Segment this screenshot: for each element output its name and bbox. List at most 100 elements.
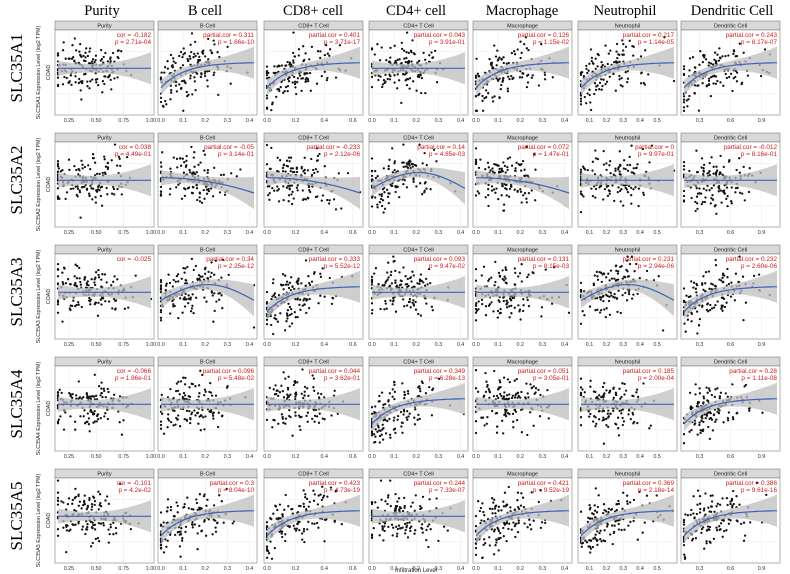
data-point xyxy=(303,72,306,75)
data-point xyxy=(73,37,76,40)
data-point xyxy=(392,419,395,422)
data-point xyxy=(174,80,178,84)
panel-strip-label: Dendritic Cell xyxy=(714,136,747,142)
data-point xyxy=(698,392,702,395)
data-point xyxy=(518,272,522,275)
data-point xyxy=(374,169,377,173)
data-point xyxy=(626,80,629,84)
data-point xyxy=(403,57,406,60)
data-point xyxy=(520,390,523,394)
data-point xyxy=(99,416,102,420)
data-point xyxy=(99,194,103,198)
data-point xyxy=(474,267,478,271)
data-point xyxy=(701,283,704,286)
data-point xyxy=(299,428,302,432)
data-point xyxy=(203,393,206,397)
data-point xyxy=(77,380,80,383)
x-tick-label: 0.0 xyxy=(157,454,165,460)
data-point xyxy=(294,411,297,414)
data-point xyxy=(403,179,406,182)
data-point xyxy=(498,56,501,59)
data-point xyxy=(94,196,97,199)
data-point xyxy=(474,74,478,77)
panel-strip-label: Dendritic Cell xyxy=(714,360,747,366)
data-point xyxy=(119,482,122,485)
data-point xyxy=(56,534,60,537)
data-point xyxy=(93,503,96,507)
data-point xyxy=(527,396,530,399)
data-point xyxy=(702,167,705,170)
data-point xyxy=(419,314,423,317)
data-point xyxy=(271,186,274,190)
data-point xyxy=(286,393,289,396)
data-point xyxy=(188,409,191,413)
data-point xyxy=(306,298,309,301)
data-point xyxy=(159,96,163,100)
data-point xyxy=(393,168,396,172)
data-point xyxy=(91,198,94,201)
data-point xyxy=(221,307,224,310)
data-point xyxy=(71,44,74,47)
data-point xyxy=(275,318,278,321)
data-point xyxy=(516,396,519,399)
data-point xyxy=(600,280,603,284)
data-point xyxy=(711,198,715,201)
data-point xyxy=(184,267,187,270)
data-point xyxy=(379,75,382,78)
data-point xyxy=(402,266,405,269)
data-point xyxy=(702,428,705,431)
data-point xyxy=(98,493,102,496)
data-point xyxy=(711,63,715,66)
data-point xyxy=(393,397,396,401)
data-point xyxy=(60,500,63,503)
data-point xyxy=(81,528,84,531)
data-point xyxy=(604,44,607,47)
data-point xyxy=(62,283,65,286)
data-point xyxy=(273,393,277,396)
data-point xyxy=(206,85,209,88)
data-point xyxy=(103,82,106,86)
data-point xyxy=(177,316,180,320)
correlation-value: 0.333 xyxy=(344,256,360,263)
panel-strip-label: Macrophage xyxy=(507,360,538,366)
data-point xyxy=(608,390,612,393)
data-point xyxy=(205,300,208,303)
data-point xyxy=(93,395,96,398)
data-point xyxy=(57,418,61,421)
data-point xyxy=(484,196,487,199)
data-point xyxy=(313,389,316,392)
x-tick-label: 0.1 xyxy=(179,118,187,124)
stat-name: partial.cor xyxy=(414,256,443,263)
data-point xyxy=(388,433,392,436)
data-point xyxy=(380,46,383,49)
data-point xyxy=(186,57,189,61)
fit-line xyxy=(371,171,466,189)
data-point xyxy=(113,275,116,278)
data-point xyxy=(726,267,729,271)
data-point xyxy=(505,183,508,187)
data-point xyxy=(403,390,406,394)
data-point xyxy=(278,89,281,93)
data-point xyxy=(700,202,703,206)
data-point xyxy=(211,294,214,297)
data-point xyxy=(724,72,727,76)
data-point xyxy=(490,276,493,279)
data-point xyxy=(294,395,297,398)
data-point xyxy=(502,61,505,65)
data-point xyxy=(90,502,94,506)
data-point xyxy=(100,303,103,306)
confidence-band xyxy=(581,46,674,96)
stat-name: partial.cor xyxy=(309,256,338,263)
data-point xyxy=(285,397,289,400)
data-point xyxy=(686,105,689,108)
fit-line xyxy=(683,398,777,425)
data-point xyxy=(298,74,302,77)
data-point xyxy=(598,88,601,91)
data-point xyxy=(634,166,638,170)
data-point xyxy=(640,72,643,75)
data-point xyxy=(759,74,763,78)
data-point xyxy=(295,281,298,284)
data-point xyxy=(211,414,215,417)
data-point xyxy=(614,167,617,170)
data-point xyxy=(686,318,690,321)
